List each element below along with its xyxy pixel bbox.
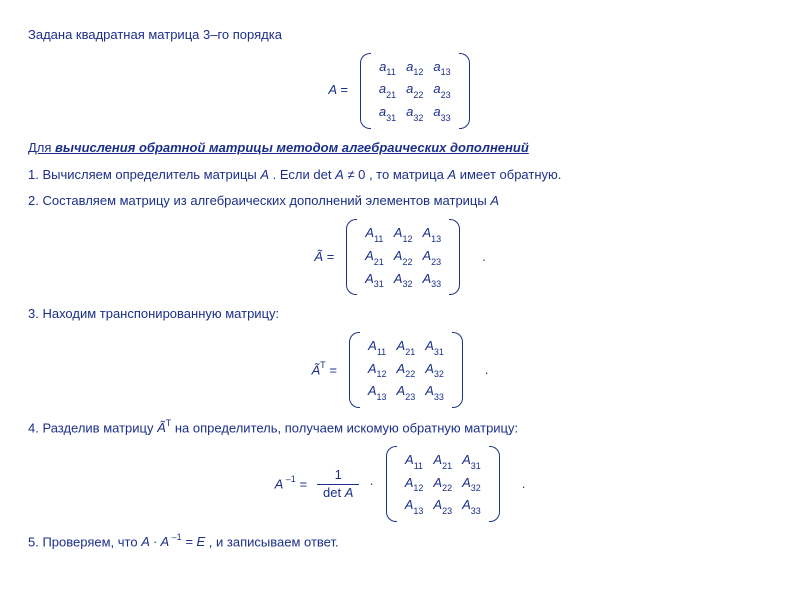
step-3: 3. Находим транспонированную матрицу:: [28, 305, 772, 324]
matrix-A-body: a11 a12 a13 a21 a22 a23 a31 a32 a33: [360, 53, 470, 129]
transposed-period: .: [485, 361, 489, 380]
inverse-dot: ·: [369, 475, 373, 494]
inverse-body: A11 A21 A31 A12 A22 A32 A13 A23 A33: [386, 446, 500, 522]
inverse-fraction: 1 det A: [317, 468, 359, 500]
matrix-inverse: A –1 = 1 det A · A11 A21 A31 A12 A22 A32: [28, 446, 772, 522]
cofactor-body: A11 A12 A13 A21 A22 A23 A31 A32 A33: [346, 219, 460, 295]
heading-bold: вычисления обратной матрицы методом алге…: [55, 140, 529, 155]
transposed-body: A11 A21 A31 A12 A22 A32 A13 A23 A33: [349, 332, 463, 408]
cofactor-lhs: Ã =: [314, 248, 334, 267]
transposed-lhs: ÃT =: [311, 360, 336, 380]
intro-text: Задана квадратная матрица 3–го порядка: [28, 26, 772, 45]
step-2: 2. Составляем матрицу из алгебраических …: [28, 192, 772, 211]
step-5: 5. Проверяем, что A · A –1 = E , и запис…: [28, 532, 772, 552]
matrix-A-definition: A = a11 a12 a13 a21 a22 a23 a31 a32 a33: [28, 53, 772, 129]
inverse-lhs: A –1 =: [275, 474, 307, 494]
matrix-cofactor: Ã = A11 A12 A13 A21 A22 A23 A31 A32 A33: [28, 219, 772, 295]
step-4: 4. Разделив матрицу ÃT на определитель, …: [28, 418, 772, 438]
heading-prefix: Для: [28, 140, 55, 155]
matrix-transposed: ÃT = A11 A21 A31 A12 A22 A32 A13 A23 A33: [28, 332, 772, 408]
cofactor-period: .: [482, 248, 486, 267]
matrix-A-lhs: A =: [328, 81, 347, 100]
inverse-period: .: [522, 475, 526, 494]
method-heading: Для вычисления обратной матрицы методом …: [28, 139, 772, 158]
step-1: 1. Вычисляем определитель матрицы A . Ес…: [28, 166, 772, 185]
